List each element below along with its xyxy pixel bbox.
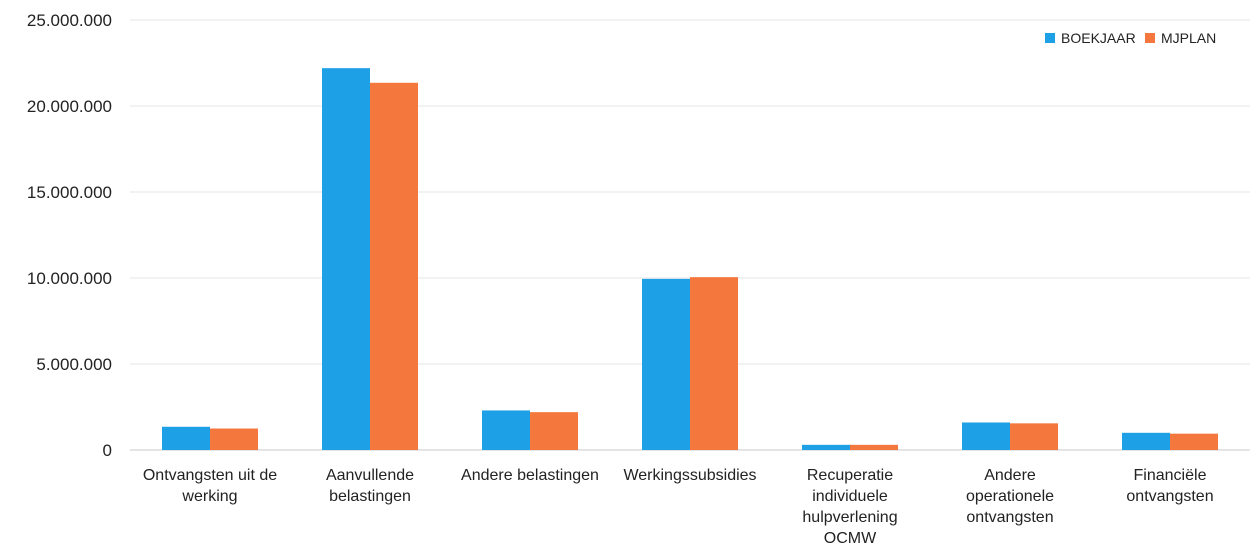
bar-boekjaar: [962, 422, 1010, 450]
x-axis: Ontvangsten uit de werking Aanvullende bela…: [143, 467, 1214, 547]
x-category-label: Recuperatie individuele hulpverlening OCMW: [802, 467, 897, 547]
x-category-label: Ontvangsten uit de werking: [143, 467, 277, 505]
bar-mjplan: [850, 444, 898, 450]
x-category-label-line: OCMW: [824, 530, 877, 547]
y-axis: 0 5.000.000 10.000.000 15.000.000 20.000.000…: [27, 11, 1250, 460]
y-tick-label: 20.000.000: [27, 97, 112, 116]
bar-boekjaar: [482, 410, 530, 450]
x-category-label-line: individuele: [812, 488, 888, 505]
bar-mjplan: [690, 277, 738, 450]
x-category-label: Aanvullende belastingen: [326, 467, 414, 505]
x-category-label-line: Andere: [984, 467, 1036, 484]
x-category-label-line: Andere belastingen: [461, 467, 599, 484]
legend-swatch-mjplan: [1145, 33, 1155, 43]
bar-boekjaar: [322, 68, 370, 450]
x-category-label: Andere belastingen: [461, 467, 599, 484]
x-category-label-line: belastingen: [329, 488, 411, 505]
x-category-label-line: werking: [181, 488, 237, 505]
x-category-label-line: Ontvangsten uit de: [143, 467, 277, 484]
legend: BOEKJAAR MJPLAN: [1045, 30, 1216, 46]
x-category-label-line: Recuperatie: [807, 467, 893, 484]
bar-mjplan: [1010, 423, 1058, 450]
bar-boekjaar: [162, 426, 210, 450]
x-category-label-line: Aanvullende: [326, 467, 414, 484]
bar-mjplan: [1170, 433, 1218, 450]
bars: [162, 68, 1218, 450]
x-category-label-line: Financiële: [1134, 467, 1207, 484]
y-tick-label: 10.000.000: [27, 269, 112, 288]
x-category-label-line: ontvangsten: [1126, 488, 1213, 505]
y-tick-label: 25.000.000: [27, 11, 112, 30]
x-category-label: Financiële ontvangsten: [1126, 467, 1213, 505]
legend-swatch-boekjaar: [1045, 33, 1055, 43]
x-category-label-line: operationele: [966, 488, 1054, 505]
legend-label-mjplan: MJPLAN: [1161, 30, 1216, 46]
x-category-label: Werkingssubsidies: [623, 467, 756, 484]
y-tick-label: 5.000.000: [36, 355, 112, 374]
y-tick-label: 0: [103, 441, 112, 460]
x-category-label-line: hulpverlening: [802, 509, 897, 526]
bar-boekjaar: [642, 278, 690, 450]
bar-mjplan: [530, 412, 578, 450]
bar-mjplan: [370, 82, 418, 450]
x-category-label-line: ontvangsten: [966, 509, 1053, 526]
bar-boekjaar: [802, 444, 850, 450]
legend-label-boekjaar: BOEKJAAR: [1061, 30, 1136, 46]
x-category-label-line: Werkingssubsidies: [623, 467, 756, 484]
bar-mjplan: [210, 428, 258, 450]
x-category-label: Andere operationele ontvangsten: [966, 467, 1054, 526]
y-tick-label: 15.000.000: [27, 183, 112, 202]
bar-boekjaar: [1122, 432, 1170, 450]
